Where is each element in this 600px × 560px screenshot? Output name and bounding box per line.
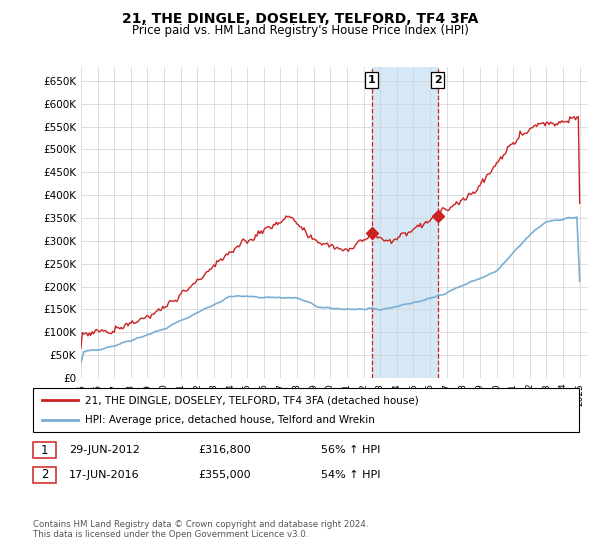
Text: 21, THE DINGLE, DOSELEY, TELFORD, TF4 3FA: 21, THE DINGLE, DOSELEY, TELFORD, TF4 3F… — [122, 12, 478, 26]
Bar — [372, 67, 438, 378]
Text: 21, THE DINGLE, DOSELEY, TELFORD, TF4 3FA (detached house): 21, THE DINGLE, DOSELEY, TELFORD, TF4 3F… — [85, 395, 419, 405]
Text: 2: 2 — [434, 75, 442, 85]
Text: 1: 1 — [368, 75, 376, 85]
Text: 54% ↑ HPI: 54% ↑ HPI — [321, 470, 380, 480]
Text: Contains HM Land Registry data © Crown copyright and database right 2024.
This d: Contains HM Land Registry data © Crown c… — [33, 520, 368, 539]
Text: £316,800: £316,800 — [198, 445, 251, 455]
Text: Price paid vs. HM Land Registry's House Price Index (HPI): Price paid vs. HM Land Registry's House … — [131, 24, 469, 37]
Text: HPI: Average price, detached house, Telford and Wrekin: HPI: Average price, detached house, Telf… — [85, 415, 375, 425]
Text: 17-JUN-2016: 17-JUN-2016 — [69, 470, 140, 480]
Text: 1: 1 — [41, 444, 48, 457]
Text: £355,000: £355,000 — [198, 470, 251, 480]
Text: 29-JUN-2012: 29-JUN-2012 — [69, 445, 140, 455]
Text: 2: 2 — [41, 468, 48, 482]
Text: 56% ↑ HPI: 56% ↑ HPI — [321, 445, 380, 455]
